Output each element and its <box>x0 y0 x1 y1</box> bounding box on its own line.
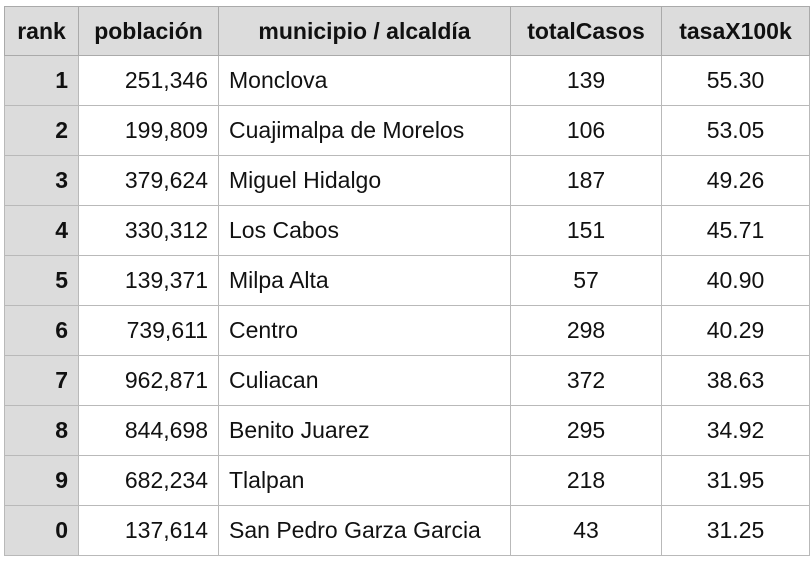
poblacion-cell[interactable]: 379,624 <box>78 155 219 206</box>
municipio-cell[interactable]: Benito Juarez <box>218 405 511 456</box>
tasa-cell[interactable]: 40.90 <box>661 255 810 306</box>
table-row: 4 330,312 Los Cabos 151 45.71 <box>4 205 810 256</box>
total-casos-cell[interactable]: 151 <box>510 205 662 256</box>
total-casos-cell[interactable]: 43 <box>510 505 662 556</box>
rank-cell[interactable]: 4 <box>4 205 79 256</box>
tasa-cell[interactable]: 31.95 <box>661 455 810 506</box>
poblacion-cell[interactable]: 137,614 <box>78 505 219 556</box>
poblacion-cell[interactable]: 199,809 <box>78 105 219 156</box>
rank-cell[interactable]: 9 <box>4 455 79 506</box>
rank-cell[interactable]: 0 <box>4 505 79 556</box>
tasa-cell[interactable]: 34.92 <box>661 405 810 456</box>
table-row: 5 139,371 Milpa Alta 57 40.90 <box>4 255 810 306</box>
table-row: 6 739,611 Centro 298 40.29 <box>4 305 810 356</box>
rank-cell[interactable]: 7 <box>4 355 79 406</box>
table-row: 8 844,698 Benito Juarez 295 34.92 <box>4 405 810 456</box>
table-row: 0 137,614 San Pedro Garza Garcia 43 31.2… <box>4 505 810 556</box>
table-row: 2 199,809 Cuajimalpa de Morelos 106 53.0… <box>4 105 810 156</box>
table-row: 9 682,234 Tlalpan 218 31.95 <box>4 455 810 506</box>
municipio-cell[interactable]: Los Cabos <box>218 205 511 256</box>
total-casos-cell[interactable]: 295 <box>510 405 662 456</box>
municipio-cell[interactable]: Monclova <box>218 55 511 106</box>
tasa-cell[interactable]: 38.63 <box>661 355 810 406</box>
rank-cell[interactable]: 5 <box>4 255 79 306</box>
data-table: rank población municipio / alcaldía tota… <box>4 6 810 556</box>
municipio-cell[interactable]: San Pedro Garza Garcia <box>218 505 511 556</box>
table-row: 7 962,871 Culiacan 372 38.63 <box>4 355 810 406</box>
municipio-cell[interactable]: Centro <box>218 305 511 356</box>
rank-cell[interactable]: 1 <box>4 55 79 106</box>
total-casos-cell[interactable]: 372 <box>510 355 662 406</box>
spreadsheet: rank población municipio / alcaldía tota… <box>4 6 810 556</box>
rank-cell[interactable]: 6 <box>4 305 79 356</box>
poblacion-cell[interactable]: 682,234 <box>78 455 219 506</box>
municipio-cell[interactable]: Tlalpan <box>218 455 511 506</box>
tasa-cell[interactable]: 40.29 <box>661 305 810 356</box>
municipio-cell[interactable]: Miguel Hidalgo <box>218 155 511 206</box>
poblacion-cell[interactable]: 739,611 <box>78 305 219 356</box>
rank-cell[interactable]: 8 <box>4 405 79 456</box>
poblacion-cell[interactable]: 330,312 <box>78 205 219 256</box>
column-header-rank[interactable]: rank <box>4 6 79 56</box>
total-casos-cell[interactable]: 139 <box>510 55 662 106</box>
total-casos-cell[interactable]: 298 <box>510 305 662 356</box>
tasa-cell[interactable]: 53.05 <box>661 105 810 156</box>
total-casos-cell[interactable]: 57 <box>510 255 662 306</box>
column-header-municipio[interactable]: municipio / alcaldía <box>218 6 511 56</box>
total-casos-cell[interactable]: 187 <box>510 155 662 206</box>
column-header-total-casos[interactable]: totalCasos <box>510 6 662 56</box>
rank-cell[interactable]: 3 <box>4 155 79 206</box>
total-casos-cell[interactable]: 218 <box>510 455 662 506</box>
tasa-cell[interactable]: 49.26 <box>661 155 810 206</box>
municipio-cell[interactable]: Milpa Alta <box>218 255 511 306</box>
poblacion-cell[interactable]: 139,371 <box>78 255 219 306</box>
municipio-cell[interactable]: Cuajimalpa de Morelos <box>218 105 511 156</box>
poblacion-cell[interactable]: 962,871 <box>78 355 219 406</box>
tasa-cell[interactable]: 31.25 <box>661 505 810 556</box>
table-row: 3 379,624 Miguel Hidalgo 187 49.26 <box>4 155 810 206</box>
total-casos-cell[interactable]: 106 <box>510 105 662 156</box>
poblacion-cell[interactable]: 251,346 <box>78 55 219 106</box>
table-row: 1 251,346 Monclova 139 55.30 <box>4 55 810 106</box>
header-row: rank población municipio / alcaldía tota… <box>4 6 810 56</box>
tasa-cell[interactable]: 55.30 <box>661 55 810 106</box>
poblacion-cell[interactable]: 844,698 <box>78 405 219 456</box>
tasa-cell[interactable]: 45.71 <box>661 205 810 256</box>
column-header-tasa[interactable]: tasaX100k <box>661 6 810 56</box>
municipio-cell[interactable]: Culiacan <box>218 355 511 406</box>
column-header-poblacion[interactable]: población <box>78 6 219 56</box>
rank-cell[interactable]: 2 <box>4 105 79 156</box>
